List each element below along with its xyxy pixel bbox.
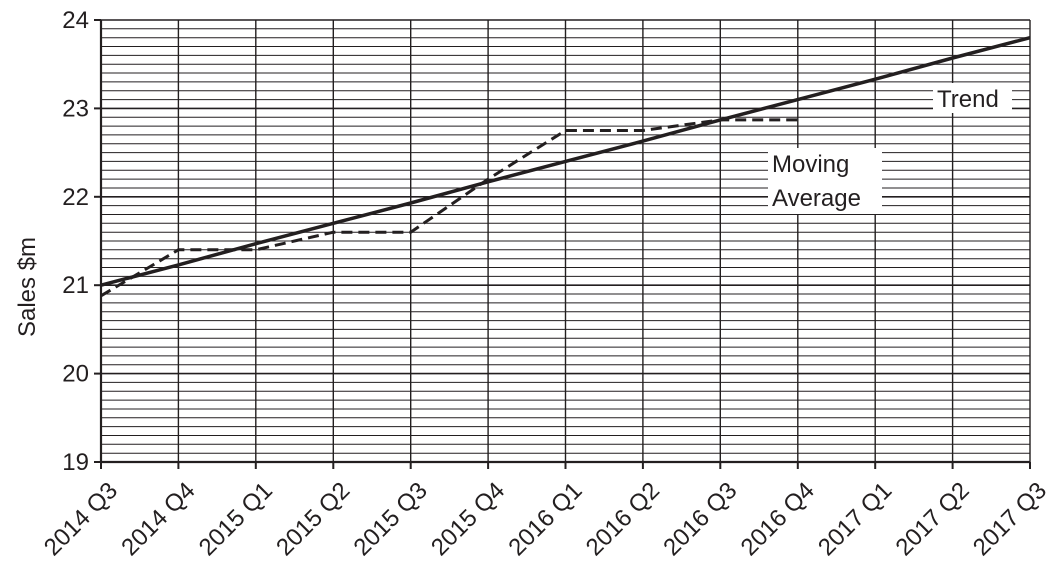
x-tick-label: 2014 Q3 <box>39 477 123 561</box>
x-tick-label: 2017 Q3 <box>968 477 1049 561</box>
x-tick-label: 2016 Q1 <box>503 477 587 561</box>
y-tick-label: 21 <box>62 272 89 299</box>
y-tick-labels: 19 20 21 22 23 24 <box>62 7 89 476</box>
y-tick-label: 23 <box>62 95 89 122</box>
annotation-moving-average: Moving <box>772 151 849 178</box>
y-tick-label: 24 <box>62 7 89 34</box>
y-tick-label: 19 <box>62 449 89 476</box>
annotations: Trend Moving Average <box>768 83 1012 214</box>
x-tick-label: 2016 Q2 <box>581 477 665 561</box>
x-tick-label: 2016 Q3 <box>658 477 742 561</box>
x-tick-label: 2015 Q1 <box>194 477 278 561</box>
x-tick-label: 2014 Q4 <box>116 477 200 561</box>
x-tick-label: 2017 Q2 <box>891 477 975 561</box>
annotation-background <box>768 148 882 214</box>
axes <box>94 19 1031 469</box>
x-tick-label: 2015 Q3 <box>349 477 433 561</box>
x-tick-label: 2015 Q2 <box>271 477 355 561</box>
annotation-background <box>933 83 1012 113</box>
y-axis-title: Sales $m <box>14 237 41 337</box>
x-tick-label: 2015 Q4 <box>426 477 510 561</box>
y-tick-label: 20 <box>62 361 89 388</box>
y-tick-label: 22 <box>62 184 89 211</box>
annotation-trend: Trend <box>937 86 999 113</box>
x-tick-label: 2016 Q4 <box>736 477 820 561</box>
x-tick-label: 2017 Q1 <box>813 477 897 561</box>
annotation-moving-average: Average <box>772 185 861 212</box>
trend-line <box>100 36 1031 287</box>
moving-average-line <box>100 118 798 298</box>
series-layer <box>100 36 1031 298</box>
